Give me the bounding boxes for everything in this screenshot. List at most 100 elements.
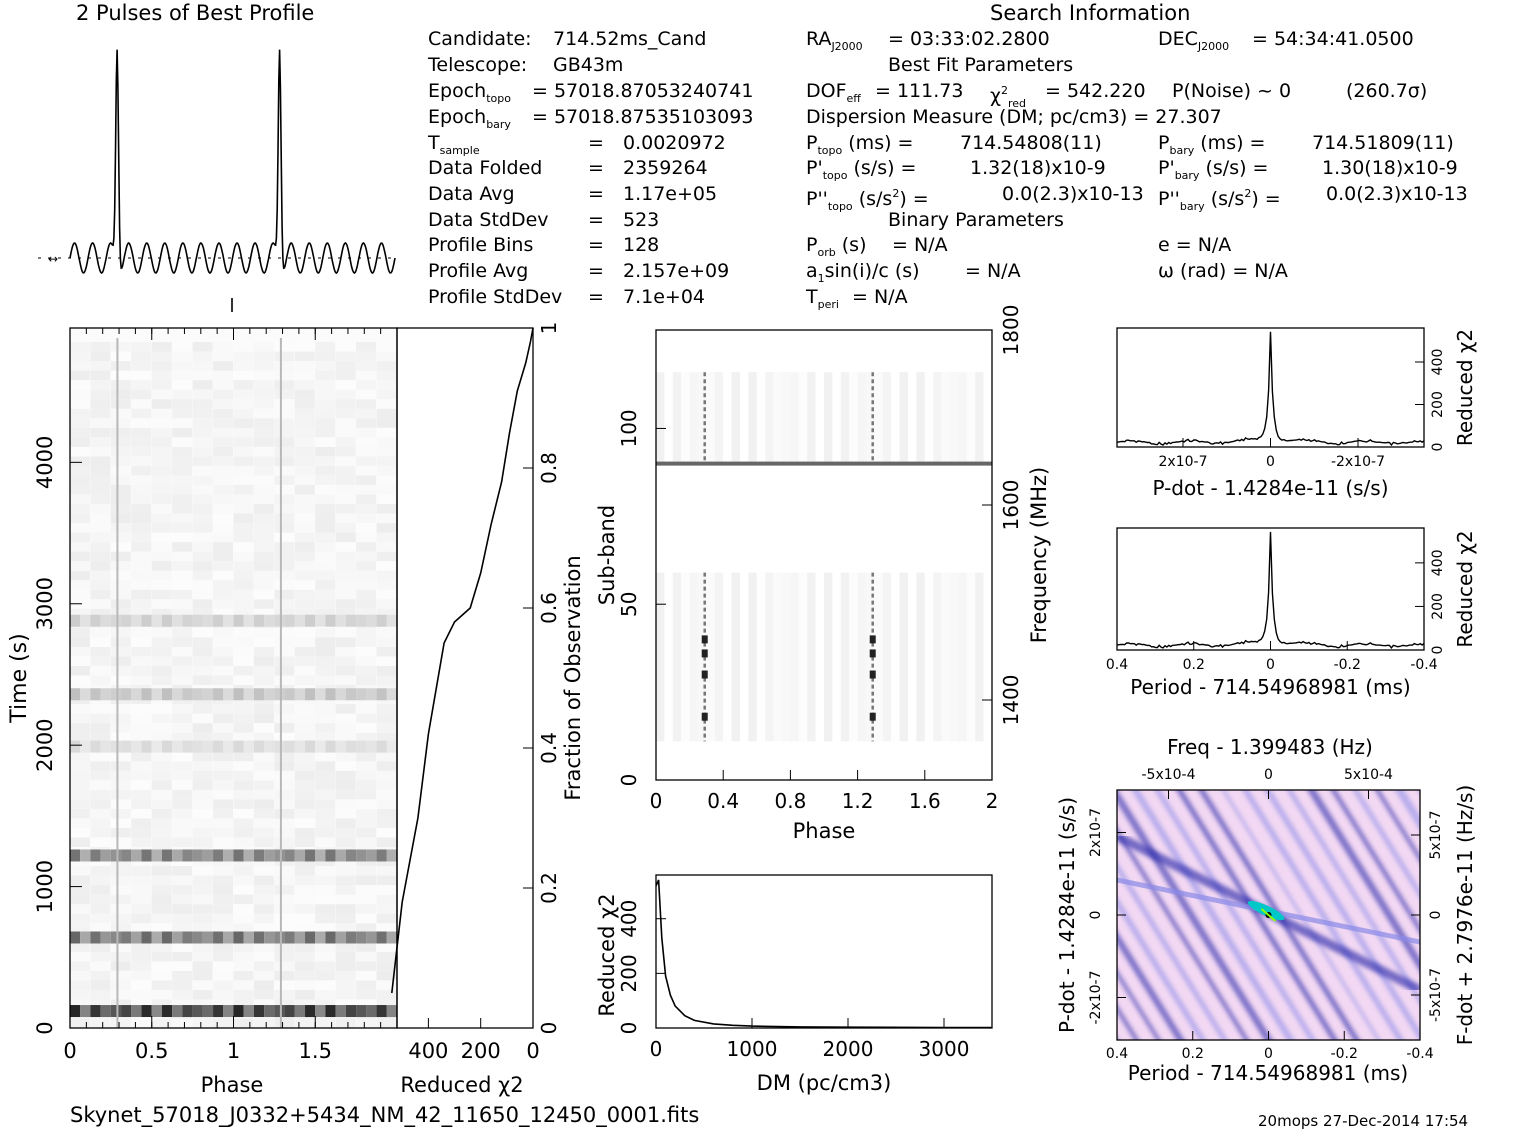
time-phase-cell xyxy=(192,370,213,381)
time-phase-cell xyxy=(274,542,295,552)
time-phase-cell xyxy=(151,799,172,809)
time-phase-cell xyxy=(315,808,336,819)
time-phase-cell xyxy=(213,389,233,400)
time-phase-cell xyxy=(356,961,377,971)
time-phase-cell xyxy=(233,446,254,457)
time-phase-cell xyxy=(315,866,336,876)
time-phase-cell xyxy=(356,370,377,381)
time-phase-cell xyxy=(233,484,254,495)
time-phase-cell xyxy=(315,542,336,552)
time-phase-cell xyxy=(213,732,233,743)
time-phase-cell xyxy=(151,999,172,1009)
time-phase-cell xyxy=(376,427,397,438)
time-phase-dark-cell xyxy=(305,1005,316,1018)
time-phase-dark-cell xyxy=(90,849,101,862)
time-phase-cell xyxy=(172,570,193,581)
time-phase-cell xyxy=(70,732,90,743)
subband-cell xyxy=(706,572,715,742)
time-phase-cell xyxy=(70,465,90,476)
time-phase-dark-cell xyxy=(182,931,193,944)
time-phase-cell xyxy=(274,913,295,924)
time-phase-cell xyxy=(294,656,315,666)
time-phase-cell xyxy=(151,866,172,876)
subband-cell xyxy=(689,372,698,464)
time-phase-cell xyxy=(213,408,233,419)
time-phase-cell xyxy=(233,923,254,933)
time-phase-cell xyxy=(233,1018,254,1028)
time-phase-cell xyxy=(192,875,213,886)
pdd-topo-value: 0.0(2.3)x10-13 xyxy=(1002,183,1144,205)
time-phase-cell xyxy=(110,646,131,657)
time-phase-cell xyxy=(131,1018,152,1028)
time-phase-cell xyxy=(253,427,274,438)
time-phase-dark-cell xyxy=(182,688,193,701)
time-phase-cell xyxy=(70,675,90,685)
time-phase-cell xyxy=(110,942,131,952)
time-phase-dark-cell xyxy=(356,614,367,627)
time-phase-dark-cell xyxy=(182,849,193,862)
time-phase-cell xyxy=(294,770,315,781)
time-phase-cell xyxy=(131,389,152,400)
time-phase-dark-cell xyxy=(274,614,285,627)
time-phase-cell xyxy=(192,951,213,962)
time-phase-cell xyxy=(376,837,397,847)
time-phase-cell xyxy=(192,494,213,504)
p-bary-label: Pbary (ms) = xyxy=(1158,132,1266,157)
time-phase-dark-cell xyxy=(366,614,377,627)
time-phase-cell xyxy=(70,513,90,524)
chi2-pdot-plot: 2x10-7 0 -2x10-7 0 200 400 P-dot - 1.4284e-11 … xyxy=(1116,327,1477,500)
time-phase-cell xyxy=(131,513,152,524)
y-tick-label: 400 xyxy=(1430,549,1446,576)
plane-stripe xyxy=(1117,861,1228,1040)
time-phase-cell xyxy=(151,818,172,828)
time-phase-cell xyxy=(172,923,193,933)
time-phase-cell xyxy=(131,408,152,419)
profile-plot: ↔ xyxy=(38,49,398,312)
time-phase-cell xyxy=(172,942,193,952)
time-phase-cell xyxy=(315,751,336,762)
time-phase-dark-cell xyxy=(356,740,367,753)
time-phase-dark-cell xyxy=(284,931,295,944)
subband-cell xyxy=(840,572,850,742)
time-phase-cell xyxy=(274,418,295,428)
time-phase-cell xyxy=(131,885,152,895)
time-phase-cell xyxy=(274,437,295,447)
time-phase-dark-cell xyxy=(284,614,295,627)
subband-cell xyxy=(874,572,883,742)
time-phase-cell xyxy=(110,504,131,514)
x-tick-label: -2x10-7 xyxy=(1331,454,1385,470)
time-phase-cell xyxy=(90,723,111,733)
time-phase-cell xyxy=(315,980,336,990)
time-phase-cell xyxy=(233,351,254,362)
time-phase-dark-cell xyxy=(315,740,326,753)
time-phase-cell xyxy=(294,827,315,838)
time-phase-cell xyxy=(172,389,193,400)
plane-stripe xyxy=(1241,790,1405,1040)
time-phase-dark-cell xyxy=(80,740,91,753)
time-phase-cell xyxy=(274,580,295,590)
subband-cell xyxy=(807,572,816,742)
time-phase-cell xyxy=(131,866,152,876)
x-tick-label: 1.6 xyxy=(909,789,941,813)
subband-cell xyxy=(857,372,866,464)
x-tick-label: 0.2 xyxy=(1183,657,1205,673)
time-phase-dark-cell xyxy=(376,1005,387,1018)
time-phase-cell xyxy=(192,1018,213,1028)
time-phase-cell xyxy=(90,561,111,571)
omega-value: ω (rad) = N/A xyxy=(1158,260,1288,282)
time-phase-cell xyxy=(274,789,295,800)
time-phase-cell xyxy=(253,789,274,800)
time-phase-cell xyxy=(131,770,152,781)
time-phase-cell xyxy=(151,980,172,990)
time-phase-cell xyxy=(151,942,172,952)
time-phase-dark-cell xyxy=(264,931,275,944)
time-phase-cell xyxy=(315,770,336,781)
time-phase-cell xyxy=(294,589,315,600)
time-phase-cell xyxy=(315,951,336,962)
y2-tick-label: 5x10-7 xyxy=(1428,811,1444,860)
time-phase-cell xyxy=(356,789,377,800)
time-phase-cell xyxy=(253,646,274,657)
subband-cell xyxy=(866,372,875,464)
time-phase-dark-cell xyxy=(80,1005,91,1018)
ra-value: = 03:33:02.2800 xyxy=(888,28,1050,50)
